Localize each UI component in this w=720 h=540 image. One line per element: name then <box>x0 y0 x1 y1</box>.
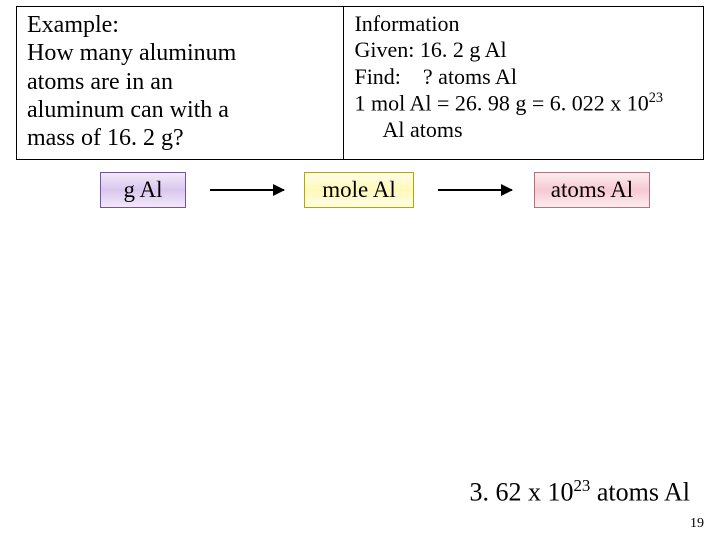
answer-exponent: 23 <box>573 476 590 495</box>
mol-prefix: 1 mol Al = 26. 98 g = 6. 022 x 10 <box>354 91 648 116</box>
flow-box-atoms: atoms Al <box>534 172 650 208</box>
flow-box-moles: mole Al <box>304 172 414 208</box>
example-label: Example: <box>27 11 333 39</box>
question-line: atoms are in an <box>27 68 333 96</box>
mol-suffix: Al atoms <box>354 117 693 143</box>
given-line: Given: 16. 2 g Al <box>354 37 693 63</box>
question-line: aluminum can with a <box>27 96 333 124</box>
slide-number: 19 <box>690 516 704 532</box>
header-table: Example: How many aluminum atoms are in … <box>16 6 704 160</box>
information-cell: Information Given: 16. 2 g Al Find: ? at… <box>344 7 704 160</box>
question-line: How many aluminum <box>27 39 333 67</box>
info-label: Information <box>354 11 693 37</box>
flow-box-grams: g Al <box>100 172 186 208</box>
mol-exponent: 23 <box>649 90 663 106</box>
question-line: mass of 16. 2 g? <box>27 124 333 152</box>
final-answer: 3. 62 x 1023 atoms Al <box>469 476 690 508</box>
arrow-icon <box>210 189 284 191</box>
arrow-icon <box>438 189 512 191</box>
example-cell: Example: How many aluminum atoms are in … <box>17 7 344 160</box>
mole-conversion-line: 1 mol Al = 26. 98 g = 6. 022 x 1023 <box>354 90 693 117</box>
answer-prefix: 3. 62 x 10 <box>469 478 573 507</box>
conversion-flow: g Al mole Al atoms Al <box>0 172 720 232</box>
find-line: Find: ? atoms Al <box>354 64 693 90</box>
answer-suffix: atoms Al <box>590 478 690 507</box>
